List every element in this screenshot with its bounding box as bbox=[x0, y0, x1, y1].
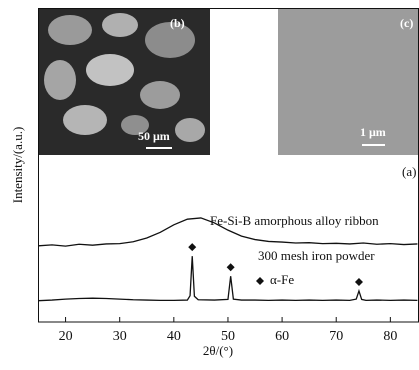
legend-label: α-Fe bbox=[270, 272, 294, 287]
inset-label: (b) bbox=[170, 16, 185, 30]
x-axis-label: 2θ/(°) bbox=[203, 343, 233, 358]
inset-b: (b) 50 μm bbox=[38, 8, 210, 155]
chart: (b) 50 μm (c) 1 μm (a) 2θ/(°) Intensity/… bbox=[0, 0, 419, 370]
scale-bar-label: 50 μm bbox=[138, 129, 170, 143]
peak-marker bbox=[188, 243, 196, 251]
x-tick-label: 80 bbox=[383, 329, 397, 344]
x-tick-label: 20 bbox=[59, 329, 73, 344]
x-tick-label: 40 bbox=[167, 329, 181, 344]
series-label: Fe-Si-B amorphous alloy ribbon bbox=[210, 213, 379, 228]
x-tick-label: 50 bbox=[221, 329, 235, 344]
inset-c: (c) 1 μm bbox=[278, 8, 419, 155]
panel-label: (a) bbox=[402, 164, 416, 179]
peak-marker bbox=[355, 278, 363, 286]
x-tick-label: 30 bbox=[113, 329, 127, 344]
x-tick-label: 70 bbox=[329, 329, 343, 344]
x-tick-label: 60 bbox=[275, 329, 289, 344]
inset-label: (c) bbox=[400, 16, 413, 30]
legend-marker bbox=[256, 277, 264, 285]
y-axis-label: Intensity/(a.u.) bbox=[10, 127, 25, 204]
peak-marker bbox=[227, 263, 235, 271]
series-label: 300 mesh iron powder bbox=[258, 248, 375, 263]
scale-bar-label: 1 μm bbox=[360, 125, 386, 139]
